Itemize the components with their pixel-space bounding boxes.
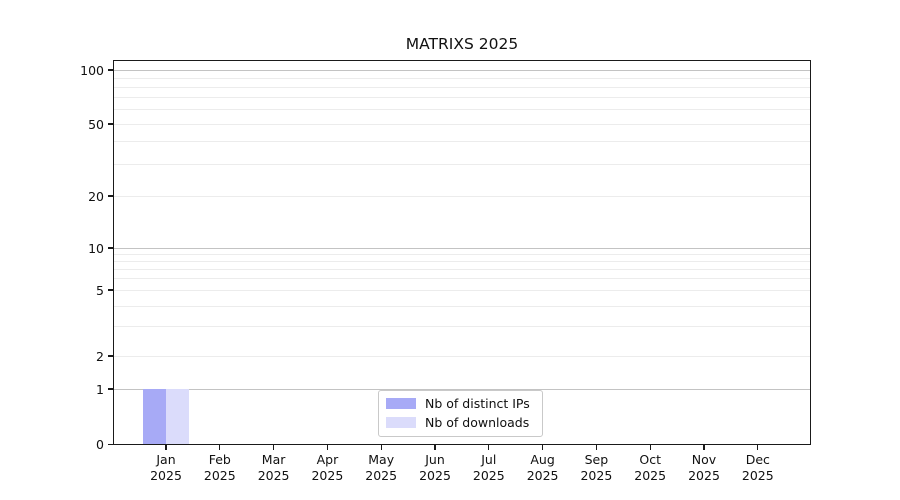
legend-swatch-downloads bbox=[386, 417, 416, 428]
x-tick bbox=[541, 445, 544, 450]
x-tick-year: 2025 bbox=[526, 467, 559, 483]
x-tick bbox=[272, 445, 275, 450]
x-tick-year: 2025 bbox=[150, 467, 182, 483]
y-gridline-minor bbox=[114, 326, 810, 328]
y-tick bbox=[108, 388, 113, 390]
y-tick bbox=[108, 123, 113, 125]
y-tick-label: 1 bbox=[96, 381, 104, 397]
y-tick-label: 2 bbox=[96, 348, 104, 364]
x-tick-year: 2025 bbox=[419, 467, 451, 483]
y-gridline-minor bbox=[114, 355, 810, 357]
x-tick-label: Jul 2025 bbox=[459, 452, 519, 483]
x-tick-label: Jun 2025 bbox=[405, 452, 465, 483]
x-tick bbox=[326, 445, 329, 450]
x-tick-year: 2025 bbox=[203, 467, 236, 483]
y-tick-label: 10 bbox=[88, 240, 104, 256]
x-tick-year: 2025 bbox=[634, 467, 667, 483]
x-tick bbox=[595, 445, 598, 450]
y-tick-label: 20 bbox=[88, 188, 104, 204]
x-tick bbox=[649, 445, 651, 450]
y-gridline-minor bbox=[114, 278, 810, 280]
x-tick-year: 2025 bbox=[257, 467, 290, 483]
x-tick bbox=[165, 445, 167, 450]
y-gridline-major bbox=[114, 388, 810, 390]
chart-title: MATRIXS 2025 bbox=[405, 35, 519, 53]
y-gridline-minor bbox=[114, 163, 810, 165]
y-gridline-major bbox=[114, 247, 810, 249]
x-tick bbox=[757, 445, 759, 450]
x-tick-label: Nov 2025 bbox=[674, 452, 734, 483]
y-tick bbox=[108, 69, 113, 71]
y-gridline-minor bbox=[114, 86, 810, 88]
y-tick-label: 100 bbox=[80, 62, 104, 78]
legend-label-downloads: Nb of downloads bbox=[425, 414, 530, 430]
x-tick-label: May 2025 bbox=[351, 452, 411, 483]
x-tick bbox=[488, 445, 490, 450]
x-tick-label: Dec 2025 bbox=[728, 452, 788, 483]
x-tick-label: Oct 2025 bbox=[620, 452, 680, 483]
y-gridline-minor bbox=[114, 97, 810, 99]
y-tick-label: 0 bbox=[96, 437, 104, 452]
x-tick-year: 2025 bbox=[311, 467, 344, 483]
y-tick bbox=[108, 289, 113, 291]
legend-swatch-distinct-ips bbox=[386, 398, 416, 409]
y-tick-label: 5 bbox=[96, 282, 104, 298]
x-tick-label: Jan 2025 bbox=[136, 452, 196, 483]
x-tick-label: Sep 2025 bbox=[566, 452, 626, 483]
x-tick-year: 2025 bbox=[580, 467, 613, 483]
y-gridline-minor bbox=[114, 269, 810, 271]
x-tick-year: 2025 bbox=[688, 467, 720, 483]
y-tick bbox=[108, 355, 113, 357]
x-tick-label: Feb 2025 bbox=[190, 452, 250, 483]
x-tick bbox=[219, 445, 221, 450]
x-tick-label: Apr 2025 bbox=[297, 452, 357, 483]
y-tick bbox=[108, 195, 113, 197]
y-gridline-major bbox=[114, 69, 810, 71]
x-tick bbox=[380, 445, 382, 450]
y-tick-label: 50 bbox=[88, 116, 104, 132]
y-gridline-minor bbox=[114, 195, 810, 197]
legend-item-downloads: Nb of downloads bbox=[386, 414, 534, 430]
x-tick-year: 2025 bbox=[472, 467, 505, 483]
y-gridline-minor bbox=[114, 141, 810, 143]
y-tick bbox=[108, 247, 113, 249]
x-tick-year: 2025 bbox=[741, 467, 774, 483]
legend: Nb of distinct IPs Nb of downloads bbox=[378, 390, 543, 437]
y-gridline-minor bbox=[114, 109, 810, 111]
bar-nb-of-downloads bbox=[166, 389, 189, 445]
bar-nb-of-distinct-ips bbox=[143, 389, 166, 445]
plot-area-border bbox=[113, 60, 811, 445]
x-tick-label: Mar 2025 bbox=[244, 452, 304, 483]
y-gridline-minor bbox=[114, 261, 810, 263]
y-tick bbox=[108, 443, 113, 446]
y-gridline-minor bbox=[114, 253, 810, 255]
x-tick-year: 2025 bbox=[365, 467, 398, 483]
x-tick-label: Aug 2025 bbox=[513, 452, 573, 483]
legend-item-distinct-ips: Nb of distinct IPs bbox=[386, 395, 534, 411]
legend-label-distinct-ips: Nb of distinct IPs bbox=[425, 395, 530, 411]
x-tick bbox=[703, 445, 705, 450]
y-gridline-minor bbox=[114, 77, 810, 79]
y-gridline-minor bbox=[114, 305, 810, 307]
y-gridline-minor bbox=[114, 123, 810, 125]
x-tick bbox=[434, 445, 436, 450]
y-gridline-minor bbox=[114, 289, 810, 291]
